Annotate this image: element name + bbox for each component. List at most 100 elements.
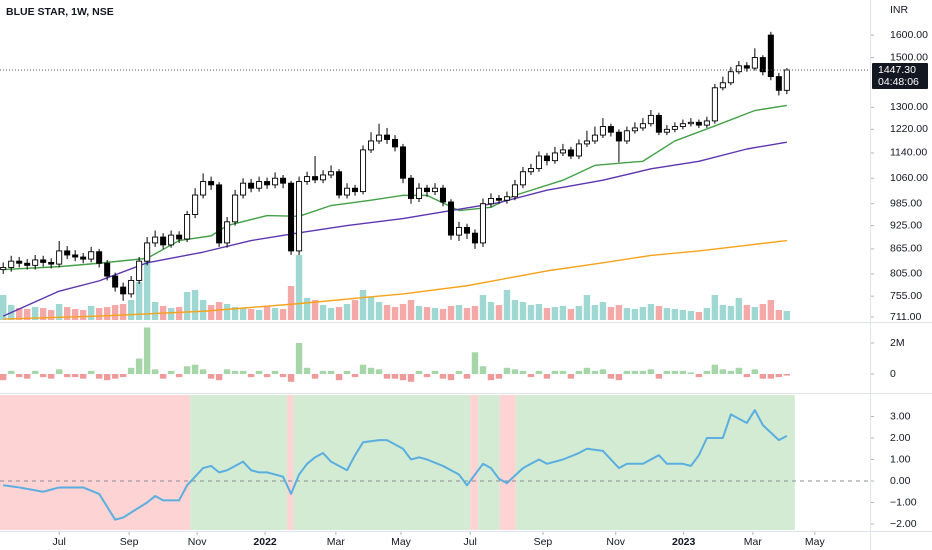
volume-bar [151, 302, 159, 320]
candle-body [296, 181, 303, 252]
volume-bar [495, 305, 503, 320]
volume-bar [183, 292, 191, 320]
candle-body [775, 76, 782, 91]
candle-body [447, 201, 455, 236]
volume-bar [759, 304, 767, 320]
candle-body [735, 65, 742, 73]
candle-body [384, 134, 391, 140]
histogram-bar [287, 374, 295, 382]
histogram-bar [455, 370, 463, 375]
candle-body [511, 184, 518, 198]
candle-body [392, 139, 399, 148]
candle-body [248, 182, 255, 189]
volume-bar [327, 308, 335, 320]
candle-body [455, 227, 462, 236]
candle-body [711, 87, 718, 122]
histogram-bar [15, 374, 23, 378]
volume-bar [751, 307, 759, 320]
volume-bar [599, 302, 607, 320]
histogram-bar [319, 370, 327, 375]
histogram-bar [415, 370, 423, 375]
histogram-bar [343, 370, 351, 375]
candle-body [144, 242, 151, 262]
volume-bar [223, 304, 231, 320]
candle-body [567, 149, 574, 157]
candle-body [400, 146, 407, 179]
volume-bar [631, 309, 639, 320]
volume-bar [191, 290, 199, 320]
histogram-bar [399, 374, 407, 381]
histogram-bar [575, 370, 583, 375]
candle-body [599, 126, 606, 136]
volume-bar [671, 309, 679, 320]
histogram-bar [519, 370, 527, 375]
candle-body [551, 152, 558, 162]
volume-bar [775, 310, 783, 320]
candle-body [0, 267, 7, 271]
candle-body [487, 198, 494, 205]
volume-bar [591, 305, 599, 320]
histogram-bar [335, 374, 343, 381]
x-tick-label: Nov [188, 536, 207, 548]
candle-body [160, 236, 167, 246]
plot-layer: 1600.00 1500.00 1300.00 1220.00 1140.00 1060.… [0, 29, 928, 548]
histogram-bar [431, 370, 439, 375]
volume-bar [519, 302, 527, 320]
candle-body [408, 177, 415, 199]
x-tick-label: Mar [744, 536, 763, 548]
candle-body [120, 286, 127, 295]
volume-bar [207, 305, 215, 320]
histogram-bar [295, 342, 303, 375]
histogram-bar [535, 370, 543, 375]
candle-body [639, 123, 646, 129]
volume-bar [479, 295, 487, 320]
candle-body [376, 134, 383, 142]
volume-bar [535, 304, 543, 320]
y-tick-label: 0 [890, 368, 896, 380]
histogram-bar [471, 352, 479, 375]
histogram-bar [39, 374, 47, 378]
volume-bar [687, 311, 695, 320]
histogram-bar [215, 374, 223, 381]
histogram-bar [375, 369, 383, 375]
histogram-bar [47, 374, 55, 379]
y-tick-label: 3.00 [890, 410, 911, 422]
histogram-bar [279, 374, 287, 378]
y-tick-label: 0.00 [890, 475, 911, 487]
volume-bar [47, 310, 55, 320]
candle-body [415, 187, 423, 199]
candle-body [647, 114, 654, 125]
volume-bar [703, 308, 711, 320]
volume-bar [263, 306, 271, 320]
histogram-bar [567, 374, 575, 379]
histogram-bar [327, 370, 335, 375]
volume-bar [543, 308, 551, 320]
candle-body [176, 234, 183, 240]
volume-bar [503, 290, 511, 320]
volume-bar [711, 295, 719, 320]
histogram-bar [167, 370, 175, 375]
candle-body [256, 181, 263, 189]
last-price-tag [872, 62, 928, 89]
histogram-bar [383, 374, 391, 379]
candle-body [655, 114, 662, 133]
candle-body [527, 168, 534, 173]
histogram-bar [31, 370, 39, 375]
histogram-bar [719, 369, 727, 375]
chart-title: BLUE STAR, 1W, NSE [6, 6, 114, 18]
countdown-label: 04:48:06 [878, 76, 919, 88]
candle-body [583, 140, 590, 145]
histogram-bar [711, 364, 719, 375]
histogram-bar [503, 367, 511, 375]
volume-bar [607, 307, 615, 320]
volume-bar [15, 308, 23, 320]
state-band [478, 395, 500, 530]
volume-bar [527, 305, 535, 320]
x-tick-label: Jul [52, 536, 65, 548]
candle-body [471, 232, 478, 244]
y-tick-label: 711.00 [890, 311, 921, 323]
candle-body [240, 182, 247, 196]
histogram-bar [159, 374, 167, 379]
volume-bar [175, 307, 183, 320]
moving-average [3, 104, 787, 271]
